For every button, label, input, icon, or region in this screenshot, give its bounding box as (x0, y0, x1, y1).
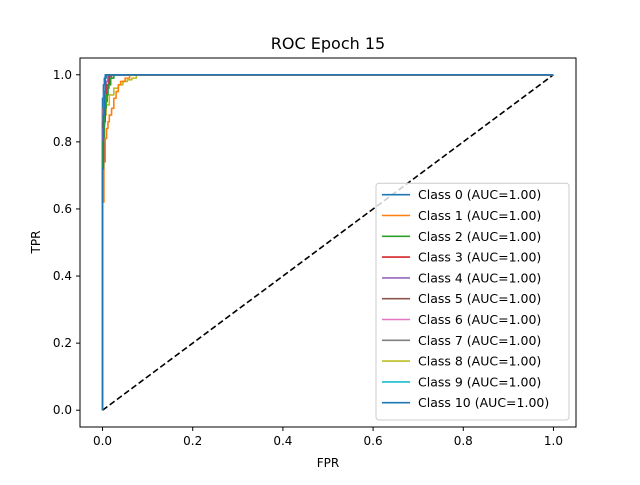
roc-curve-class-0 (101, 73, 554, 411)
x-tick-label: 1.0 (544, 434, 563, 448)
x-axis-label: FPR (317, 456, 339, 470)
roc-curve-class-1 (101, 73, 554, 411)
roc-curve-class-10 (101, 73, 554, 411)
x-axis: 0.0 0.2 0.4 0.6 0.8 1.0 (93, 427, 563, 448)
x-tick-label: 0.8 (454, 434, 473, 448)
axes-frame (79, 57, 577, 428)
legend-label-class-10: Class 10 (AUC=1.00) (418, 395, 549, 410)
legend-box (375, 182, 570, 421)
legend-label-class-3: Class 3 (AUC=1.00) (418, 250, 541, 265)
y-tick-label: 0.8 (53, 135, 72, 149)
series-layer (101, 73, 554, 411)
legend-label-class-2: Class 2 (AUC=1.00) (418, 229, 541, 244)
plot-area (79, 57, 577, 428)
legend-label-class-4: Class 4 (AUC=1.00) (418, 270, 541, 285)
y-tick-label: 0.6 (53, 202, 72, 216)
legend-label-class-7: Class 7 (AUC=1.00) (418, 333, 541, 348)
legend: Class 0 (AUC=1.00) Class 1 (AUC=1.00) Clas… (375, 182, 570, 421)
x-tick-label: 0.6 (364, 434, 383, 448)
legend-label-class-1: Class 1 (AUC=1.00) (418, 208, 541, 223)
diagonal-reference-line (102, 74, 554, 411)
y-tick-label: 0.0 (53, 403, 72, 417)
legend-label-class-5: Class 5 (AUC=1.00) (418, 291, 541, 306)
y-tick-label: 1.0 (53, 68, 72, 82)
legend-label-class-9: Class 9 (AUC=1.00) (418, 374, 541, 389)
y-axis: 0.0 0.2 0.4 0.6 0.8 1.0 (53, 68, 80, 417)
y-axis-label: TPR (29, 231, 43, 255)
x-tick-label: 0.4 (273, 434, 292, 448)
y-tick-label: 0.4 (53, 269, 72, 283)
roc-curve-class-2 (101, 73, 554, 411)
legend-label-class-6: Class 6 (AUC=1.00) (418, 312, 541, 327)
x-tick-label: 0.2 (183, 434, 202, 448)
legend-label-class-8: Class 8 (AUC=1.00) (418, 354, 541, 369)
legend-label-class-0: Class 0 (AUC=1.00) (418, 187, 541, 202)
chart-title: ROC Epoch 15 (271, 34, 385, 53)
y-tick-label: 0.2 (53, 336, 72, 350)
x-tick-label: 0.0 (93, 434, 112, 448)
